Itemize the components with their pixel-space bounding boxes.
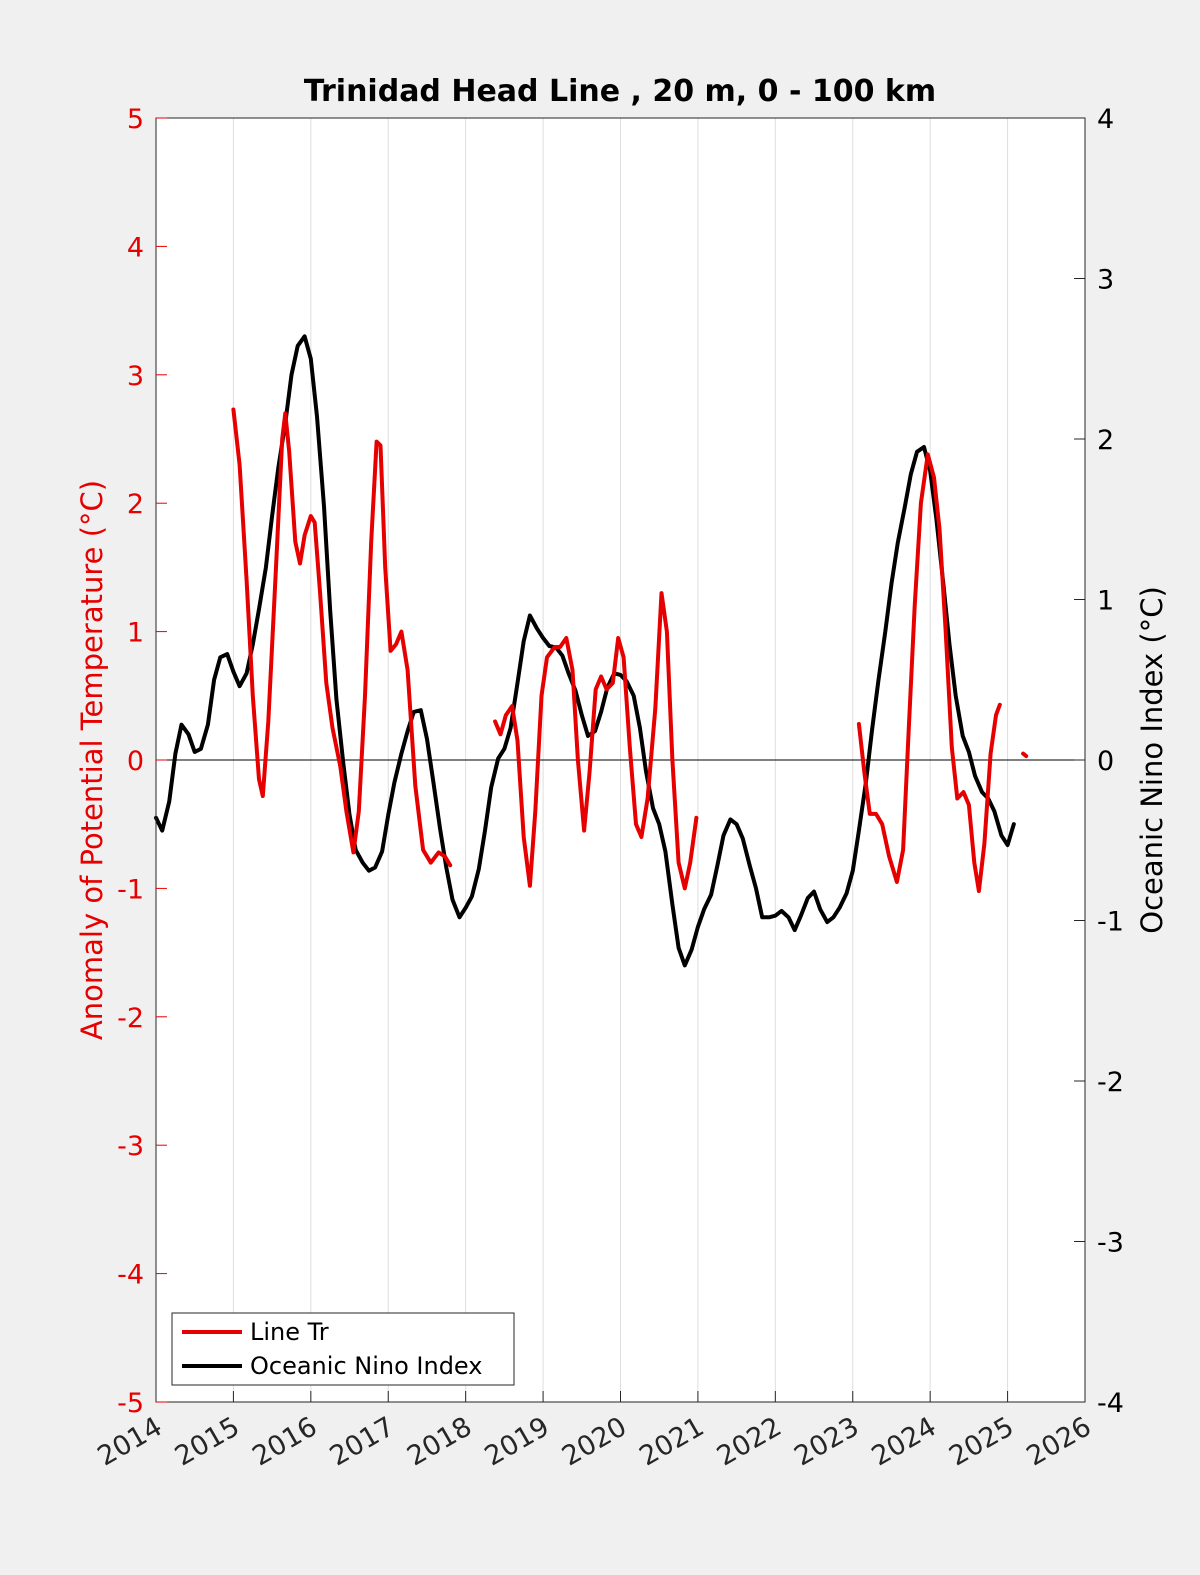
right-y-tick-label: -4 — [1097, 1388, 1124, 1419]
right-axis-label: Oceanic Nino Index (°C) — [1135, 586, 1169, 934]
series-line-tr-line — [856, 452, 1002, 893]
legend-label-oni: Oceanic Nino Index — [250, 1352, 482, 1380]
left-axis-label: Anomaly of Potential Temperature (°C) — [75, 480, 109, 1040]
right-axis-tick-labels: -4 -3 -2 -1 0 1 2 3 4 — [1097, 104, 1124, 1419]
right-y-tick-label: -1 — [1097, 907, 1124, 938]
left-y-tick-label: 5 — [127, 104, 144, 135]
series-line-tr-line — [231, 407, 453, 868]
left-y-tick-label: -2 — [117, 1003, 144, 1034]
right-y-tick-label: 2 — [1097, 425, 1114, 456]
legend-label-line-tr: Line Tr — [250, 1318, 329, 1346]
right-y-tick-label: 0 — [1097, 746, 1114, 777]
left-y-tick-label: 1 — [127, 618, 144, 649]
left-y-tick-label: -1 — [117, 874, 144, 905]
right-y-tick-label: 3 — [1097, 265, 1114, 296]
left-y-tick-label: -3 — [117, 1131, 144, 1162]
left-y-tick-label: 2 — [127, 489, 144, 520]
legend-box — [171, 1312, 515, 1386]
left-y-tick-label: 3 — [127, 361, 144, 392]
series-lines — [154, 334, 1029, 968]
legend: Line Tr Oceanic Nino Index — [171, 1312, 515, 1386]
right-y-tick-label: 4 — [1097, 104, 1114, 135]
right-y-tick-label: 1 — [1097, 586, 1114, 617]
left-y-tick-label: -4 — [117, 1260, 144, 1291]
left-y-tick-label: -5 — [117, 1388, 144, 1419]
right-y-tick-label: -3 — [1097, 1228, 1124, 1259]
chart-title: Trinidad Head Line , 20 m, 0 - 100 km — [304, 74, 936, 109]
left-y-tick-label: 4 — [127, 232, 144, 263]
axis-ticks — [155, 117, 1086, 1403]
series-line-tr-line — [493, 591, 699, 891]
series-line-tr-line — [1021, 751, 1029, 759]
left-y-tick-label: 0 — [127, 746, 144, 777]
left-axis-tick-labels: -5 -4 -3 -2 -1 0 1 2 3 4 5 — [117, 104, 144, 1419]
right-y-tick-label: -2 — [1097, 1067, 1124, 1098]
series-oni-line — [154, 334, 1016, 968]
